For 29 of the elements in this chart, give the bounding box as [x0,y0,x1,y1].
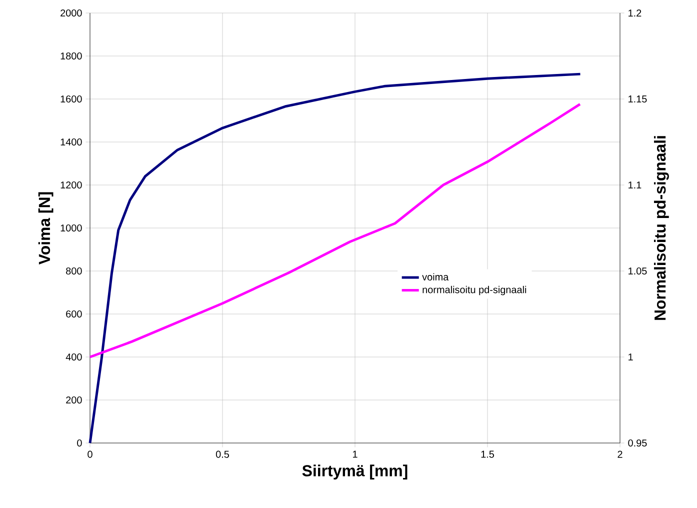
y-tick-label: 400 [66,353,82,361]
x-tick-label: 0.5 [216,450,230,458]
legend-label: voima [422,273,449,281]
line-series [88,102,582,358]
y2-tick-label: 0.95 [628,439,647,447]
y2-axis-title: Normalisoitu pd-signaali [654,136,669,320]
y2-tick-label: 1 [628,354,633,360]
y-tick-label: 1400 [60,138,82,146]
x-tick-label: 2 [618,450,622,458]
y-tick-label: 1600 [60,95,82,103]
y-tick-label: 200 [66,396,82,404]
y-tick-label: 2000 [60,9,82,17]
line-series [88,72,582,444]
y2-tick-label: 1.2 [628,10,642,16]
y-tick-label: 600 [66,310,82,318]
x-tick-label: 1 [353,450,358,458]
y2-tick-label: 1.15 [628,96,647,102]
legend-label: normalisoitu pd-signaali [422,286,526,296]
x-tick-label: 0 [88,450,92,458]
y-tick-label: 800 [66,267,82,275]
y2-tick-label: 1.05 [628,267,647,275]
y-tick-label: 1200 [60,181,82,189]
y2-tick-label: 1.1 [628,182,642,188]
y-tick-label: 1000 [60,224,82,232]
y-axis-title: Voima [N] [38,192,54,264]
y-tick-label: 1800 [60,52,82,60]
y-tick-label: 0 [77,439,82,447]
x-axis-title: Siirtymä [mm] [302,464,408,480]
x-tick-label: 1.5 [481,450,494,458]
